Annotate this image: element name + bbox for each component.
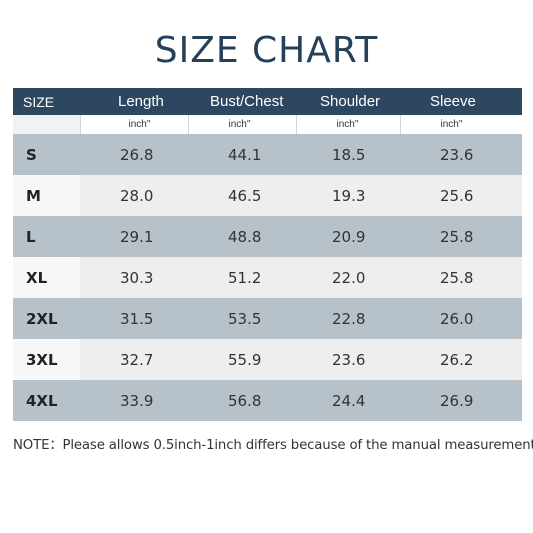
page-title: SIZE CHART xyxy=(154,30,379,71)
header-shoulder: Shoulder xyxy=(320,93,381,110)
bust-value: 44.1 xyxy=(188,134,296,175)
measurement-note: NOTE：Please allows 0.5inch-1inch differs… xyxy=(13,438,533,453)
bust-value: 56.8 xyxy=(188,380,296,421)
header-length: Length xyxy=(118,93,164,110)
size-label: L xyxy=(13,216,80,257)
length-value: 29.1 xyxy=(80,216,188,257)
shoulder-value: 22.8 xyxy=(296,298,400,339)
shoulder-value: 23.6 xyxy=(296,339,400,380)
table-row: 4XL 33.9 56.8 24.4 26.9 xyxy=(13,380,522,421)
length-value: 26.8 xyxy=(80,134,188,175)
unit-length: inch'' xyxy=(80,115,189,134)
size-label: 2XL xyxy=(13,298,80,339)
unit-shoulder: inch'' xyxy=(296,115,401,134)
shoulder-value: 22.0 xyxy=(296,257,400,298)
length-value: 30.3 xyxy=(80,257,188,298)
sleeve-value: 26.9 xyxy=(400,380,522,421)
bust-value: 53.5 xyxy=(188,298,296,339)
size-label: 4XL xyxy=(13,380,80,421)
shoulder-value: 24.4 xyxy=(296,380,400,421)
bust-value: 51.2 xyxy=(188,257,296,298)
length-value: 32.7 xyxy=(80,339,188,380)
header-bust: Bust/Chest xyxy=(210,93,284,110)
bust-value: 48.8 xyxy=(188,216,296,257)
header-sleeve: Sleeve xyxy=(430,93,476,110)
shoulder-value: 20.9 xyxy=(296,216,400,257)
shoulder-value: 19.3 xyxy=(296,175,400,216)
table-row: L 29.1 48.8 20.9 25.8 xyxy=(13,216,522,257)
sleeve-value: 25.8 xyxy=(400,257,522,298)
size-label: 3XL xyxy=(13,339,80,380)
table-row: 2XL 31.5 53.5 22.8 26.0 xyxy=(13,298,522,339)
shoulder-value: 18.5 xyxy=(296,134,400,175)
size-label: S xyxy=(13,134,80,175)
size-label: M xyxy=(13,175,80,216)
size-chart-table: SIZE Length Bust/Chest Shoulder Sleeve i… xyxy=(13,88,522,421)
table-row: M 28.0 46.5 19.3 25.6 xyxy=(13,175,522,216)
bust-value: 55.9 xyxy=(188,339,296,380)
length-value: 28.0 xyxy=(80,175,188,216)
sleeve-value: 25.8 xyxy=(400,216,522,257)
unit-sleeve: inch'' xyxy=(440,119,463,130)
unit-size xyxy=(13,115,81,134)
units-row: inch'' inch'' inch'' inch'' xyxy=(13,115,522,134)
table-header-row: SIZE Length Bust/Chest Shoulder Sleeve xyxy=(13,88,522,115)
sleeve-value: 26.2 xyxy=(400,339,522,380)
header-size: SIZE xyxy=(23,93,55,110)
length-value: 31.5 xyxy=(80,298,188,339)
length-value: 33.9 xyxy=(80,380,188,421)
sleeve-value: 26.0 xyxy=(400,298,522,339)
table-row: XL 30.3 51.2 22.0 25.8 xyxy=(13,257,522,298)
sleeve-value: 25.6 xyxy=(400,175,522,216)
sleeve-value: 23.6 xyxy=(400,134,522,175)
bust-value: 46.5 xyxy=(188,175,296,216)
unit-bust: inch'' xyxy=(188,115,297,134)
table-row: S 26.8 44.1 18.5 23.6 xyxy=(13,134,522,175)
size-label: XL xyxy=(13,257,80,298)
table-row: 3XL 32.7 55.9 23.6 26.2 xyxy=(13,339,522,380)
